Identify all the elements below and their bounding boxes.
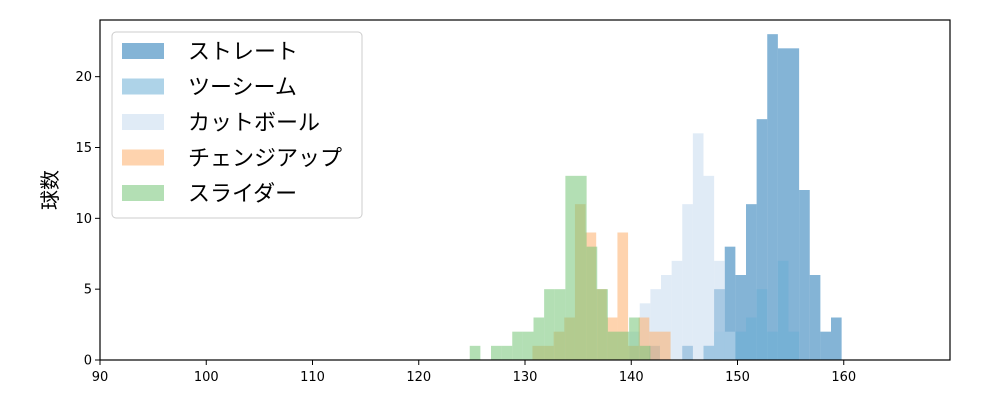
bar-5-14 bbox=[618, 331, 630, 360]
bar-5-16 bbox=[639, 345, 651, 360]
x-tick-label: 100 bbox=[194, 370, 219, 385]
y-tick-label: 20 bbox=[75, 70, 92, 85]
bar-2-6 bbox=[756, 289, 768, 360]
bar-1-12 bbox=[799, 190, 810, 360]
y-tick-label: 15 bbox=[75, 141, 92, 156]
bar-1-13 bbox=[809, 275, 821, 360]
bar-1-6 bbox=[735, 275, 746, 360]
bar-2-4 bbox=[735, 331, 746, 360]
bar-4-12 bbox=[649, 331, 660, 360]
bar-5-9 bbox=[565, 175, 576, 360]
bar-3-8 bbox=[703, 175, 715, 360]
bar-2-5 bbox=[746, 317, 757, 360]
bar-3-5 bbox=[671, 260, 683, 360]
bar-4-9 bbox=[617, 232, 629, 360]
bar-3-4 bbox=[661, 275, 672, 360]
legend-swatch-2 bbox=[122, 78, 164, 95]
x-tick-label: 140 bbox=[619, 370, 644, 385]
bar-5-8 bbox=[554, 289, 566, 360]
bar-5-4 bbox=[512, 331, 523, 360]
legend-swatch-3 bbox=[122, 114, 164, 130]
legend-label-5: スライダー bbox=[188, 182, 297, 207]
legend-label-2: ツーシーム bbox=[188, 76, 297, 101]
x-axis: 90 100 110 120 130 140 150 160 bbox=[92, 360, 856, 385]
bar-5-5 bbox=[522, 331, 534, 360]
bar-1-8 bbox=[756, 119, 768, 361]
bar-5-11 bbox=[586, 246, 598, 360]
bar-5-7 bbox=[544, 289, 555, 360]
x-tick-label: 90 bbox=[92, 370, 109, 385]
bar-3-10 bbox=[724, 331, 736, 360]
bar-3-7 bbox=[692, 133, 704, 360]
legend-swatch-4 bbox=[122, 149, 164, 166]
y-tick-label: 5 bbox=[84, 283, 92, 298]
bar-3-3 bbox=[650, 289, 661, 360]
x-tick-label: 160 bbox=[831, 370, 856, 385]
y-tick-label: 0 bbox=[84, 354, 92, 369]
bar-2-9 bbox=[788, 331, 800, 360]
bar-5-3 bbox=[501, 345, 513, 360]
legend-box bbox=[111, 31, 363, 219]
bar-1-9 bbox=[767, 34, 778, 361]
legend-swatch-1 bbox=[122, 43, 164, 59]
x-tick-label: 120 bbox=[406, 370, 431, 385]
bar-1-15 bbox=[831, 317, 842, 360]
bar-3-9 bbox=[714, 260, 725, 360]
bar-5-15 bbox=[629, 317, 640, 360]
bar-4-11 bbox=[638, 317, 650, 360]
bar-1-10 bbox=[777, 48, 789, 360]
bar-5-12 bbox=[597, 289, 608, 360]
bar-5-6 bbox=[533, 317, 545, 360]
y-tick-label: 10 bbox=[75, 212, 92, 227]
bar-4-13 bbox=[659, 331, 671, 360]
histogram-bars bbox=[469, 34, 842, 361]
legend-label-3: カットボール bbox=[188, 111, 320, 136]
y-axis-label: 球数 bbox=[38, 170, 62, 210]
legend-label-4: チェンジアップ bbox=[188, 147, 342, 172]
x-tick-label: 110 bbox=[300, 370, 325, 385]
legend-swatch-5 bbox=[122, 185, 164, 201]
x-tick-label: 150 bbox=[725, 370, 750, 385]
bar-5-13 bbox=[607, 331, 619, 360]
bar-2-8 bbox=[777, 260, 789, 360]
y-axis: 0 5 10 15 20 bbox=[75, 70, 100, 369]
bar-1-7 bbox=[746, 204, 757, 360]
bar-5-1 bbox=[469, 345, 481, 360]
bar-2-7 bbox=[767, 331, 778, 360]
bar-1-11 bbox=[788, 48, 800, 360]
bar-1-5 bbox=[724, 246, 736, 360]
bar-3-6 bbox=[682, 204, 693, 360]
x-tick-label: 130 bbox=[513, 370, 538, 385]
bar-5-2 bbox=[491, 345, 502, 360]
bar-1-14 bbox=[820, 331, 831, 360]
legend-label-1: ストレート bbox=[188, 40, 298, 65]
bar-5-10 bbox=[576, 175, 587, 360]
